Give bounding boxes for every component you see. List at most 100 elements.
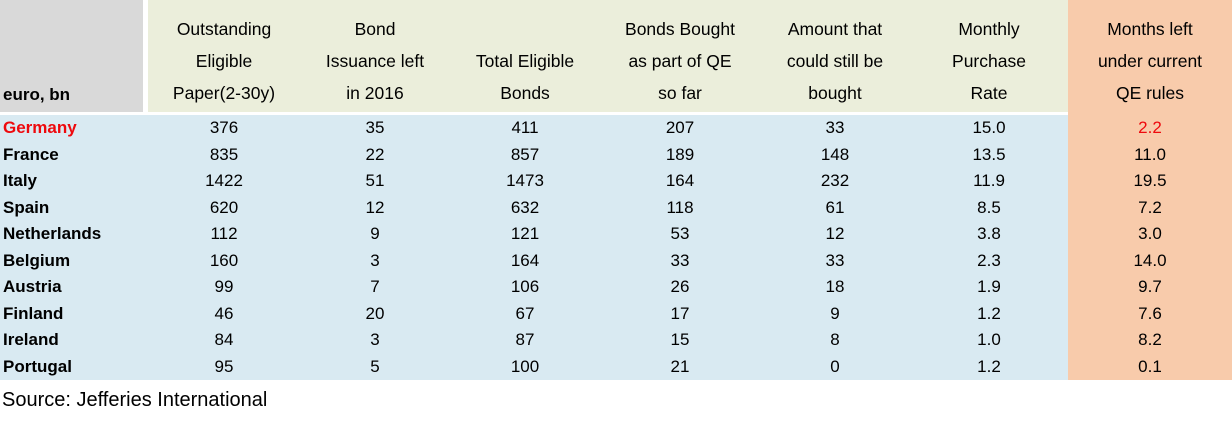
source-note: Source: Jefferies International	[2, 389, 268, 411]
value-cell: 112	[148, 221, 300, 248]
value-cell: 0.1	[1068, 353, 1232, 380]
value-cell: 3	[300, 247, 450, 274]
value-cell: 35	[300, 115, 450, 142]
value-cell: 61	[760, 194, 910, 221]
value-cell: 8	[760, 327, 910, 354]
value-cell: 7.6	[1068, 300, 1232, 327]
value-cell: 84	[148, 327, 300, 354]
country-label: Austria	[0, 274, 148, 301]
country-label: France	[0, 141, 148, 168]
value-cell: 9	[760, 300, 910, 327]
value-cell: 51	[300, 168, 450, 195]
country-label: Spain	[0, 194, 148, 221]
value-cell: 835	[148, 141, 300, 168]
value-cell: 12	[760, 221, 910, 248]
country-label: Belgium	[0, 247, 148, 274]
value-cell: 106	[450, 274, 600, 301]
value-cell: 15	[600, 327, 760, 354]
value-cell: 33	[760, 115, 910, 142]
value-cell: 8.5	[910, 194, 1068, 221]
value-cell: 11.0	[1068, 141, 1232, 168]
table-row: Germany 376 35 411 207 33 15.0 2.2	[0, 115, 1232, 142]
value-cell: 164	[450, 247, 600, 274]
value-cell: 26	[600, 274, 760, 301]
column-header-3: Bonds Bought as part of QE so far	[600, 0, 760, 115]
value-cell: 99	[148, 274, 300, 301]
table-row: Austria 99 7 106 26 18 1.9 9.7	[0, 274, 1232, 301]
value-cell: 17	[600, 300, 760, 327]
value-cell: 118	[600, 194, 760, 221]
value-cell: 1473	[450, 168, 600, 195]
column-header-0: Outstanding Eligible Paper(2-30y)	[148, 0, 300, 115]
value-cell: 3	[300, 327, 450, 354]
value-cell: 87	[450, 327, 600, 354]
column-header-1: Bond Issuance left in 2016	[300, 0, 450, 115]
country-label: Italy	[0, 168, 148, 195]
value-cell: 3.8	[910, 221, 1068, 248]
value-cell: 100	[450, 353, 600, 380]
value-cell: 13.5	[910, 141, 1068, 168]
value-cell: 67	[450, 300, 600, 327]
country-label: Portugal	[0, 353, 148, 380]
value-cell: 9.7	[1068, 274, 1232, 301]
value-cell: 1.2	[910, 353, 1068, 380]
value-cell: 18	[760, 274, 910, 301]
qe-bonds-table: euro, bn Outstanding Eligible Paper(2-30…	[0, 0, 1232, 380]
column-header-6: Months left under current QE rules	[1068, 0, 1232, 115]
value-cell: 121	[450, 221, 600, 248]
country-label: Finland	[0, 300, 148, 327]
table-row: Netherlands 112 9 121 53 12 3.8 3.0	[0, 221, 1232, 248]
table-row: Finland 46 20 67 17 9 1.2 7.6	[0, 300, 1232, 327]
value-cell: 8.2	[1068, 327, 1232, 354]
table-row: Portugal 95 5 100 21 0 1.2 0.1	[0, 353, 1232, 380]
value-cell: 1.2	[910, 300, 1068, 327]
table-body: Germany 376 35 411 207 33 15.0 2.2 France 835 22 85…	[0, 115, 1232, 380]
value-cell: 160	[148, 247, 300, 274]
value-cell: 20	[300, 300, 450, 327]
value-cell: 620	[148, 194, 300, 221]
value-cell: 15.0	[910, 115, 1068, 142]
table-row: Spain 620 12 632 118 61 8.5 7.2	[0, 194, 1232, 221]
value-cell: 1422	[148, 168, 300, 195]
table-row: Belgium 160 3 164 33 33 2.3 14.0	[0, 247, 1232, 274]
value-cell: 22	[300, 141, 450, 168]
value-cell: 11.9	[910, 168, 1068, 195]
column-header-2: Total Eligible Bonds	[450, 0, 600, 115]
value-cell: 376	[148, 115, 300, 142]
value-cell: 9	[300, 221, 450, 248]
value-cell: 632	[450, 194, 600, 221]
value-cell: 411	[450, 115, 600, 142]
table-row: Italy 1422 51 1473 164 232 11.9 19.5	[0, 168, 1232, 195]
value-cell: 2.2	[1068, 115, 1232, 142]
column-header-4: Amount that could still be bought	[760, 0, 910, 115]
value-cell: 207	[600, 115, 760, 142]
value-cell: 7	[300, 274, 450, 301]
table-row: France 835 22 857 189 148 13.5 11.0	[0, 141, 1232, 168]
value-cell: 148	[760, 141, 910, 168]
value-cell: 189	[600, 141, 760, 168]
value-cell: 33	[600, 247, 760, 274]
value-cell: 7.2	[1068, 194, 1232, 221]
value-cell: 14.0	[1068, 247, 1232, 274]
value-cell: 19.5	[1068, 168, 1232, 195]
value-cell: 3.0	[1068, 221, 1232, 248]
country-label: Germany	[0, 115, 148, 142]
table-row: Ireland 84 3 87 15 8 1.0 8.2	[0, 327, 1232, 354]
country-label: Ireland	[0, 327, 148, 354]
value-cell: 2.3	[910, 247, 1068, 274]
value-cell: 1.9	[910, 274, 1068, 301]
value-cell: 33	[760, 247, 910, 274]
value-cell: 12	[300, 194, 450, 221]
country-label: Netherlands	[0, 221, 148, 248]
value-cell: 164	[600, 168, 760, 195]
value-cell: 232	[760, 168, 910, 195]
header-row: euro, bn Outstanding Eligible Paper(2-30…	[0, 0, 1232, 115]
unit-label-cell: euro, bn	[0, 0, 148, 115]
value-cell: 0	[760, 353, 910, 380]
value-cell: 5	[300, 353, 450, 380]
value-cell: 46	[148, 300, 300, 327]
value-cell: 1.0	[910, 327, 1068, 354]
column-header-5: Monthly Purchase Rate	[910, 0, 1068, 115]
value-cell: 53	[600, 221, 760, 248]
